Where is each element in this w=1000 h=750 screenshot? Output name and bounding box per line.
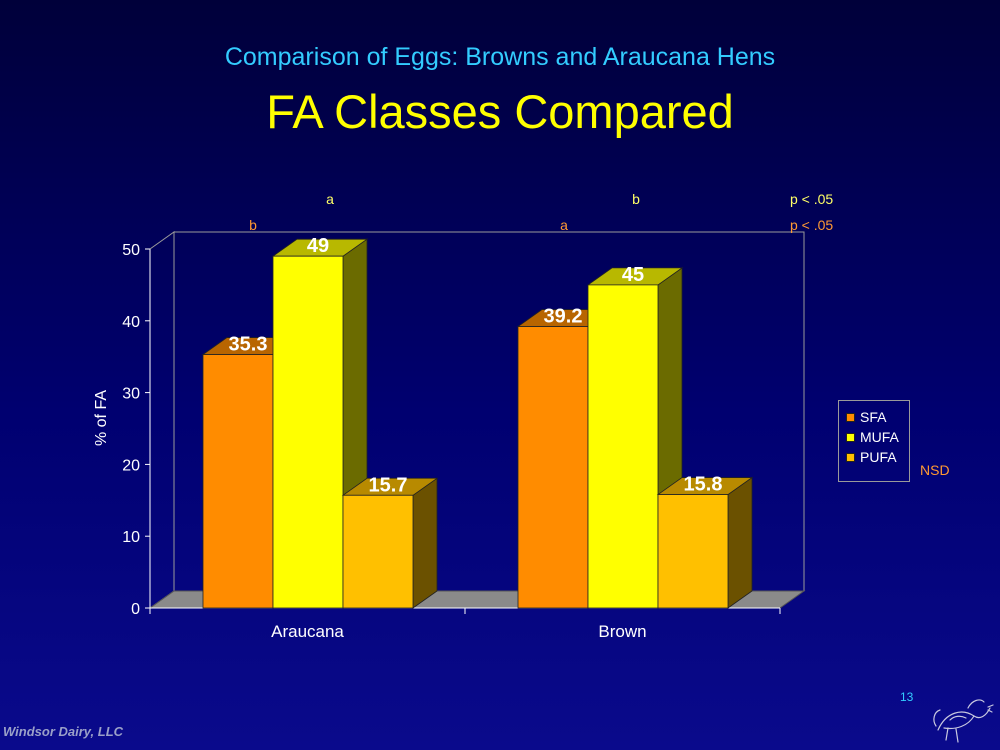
bar-mufa-araucana (272, 255, 344, 609)
legend-item-sfa: SFA (846, 407, 909, 427)
legend-swatch-mufa (846, 432, 855, 442)
bar-side-pufa-araucana (412, 477, 438, 609)
sfa-sig-araucana: b (249, 217, 257, 233)
y-tick-label: 10 (122, 529, 140, 546)
legend-label-mufa: MUFA (860, 429, 899, 445)
sfa-p-value: p < .05 (790, 217, 833, 233)
mufa-sig-brown: b (632, 191, 640, 207)
data-label-pufa-brown: 15.8 (684, 474, 723, 496)
data-label-mufa-brown: 45 (622, 264, 644, 286)
mufa-p-value: p < .05 (790, 191, 833, 207)
legend-item-mufa: MUFA (846, 427, 909, 447)
bar-pufa-araucana (342, 494, 414, 609)
data-label-pufa-araucana: 15.7 (369, 474, 408, 496)
legend-label-sfa: SFA (860, 409, 887, 425)
bar-pufa-brown (657, 494, 729, 609)
y-tick-label: 40 (122, 314, 140, 331)
y-tick-label: 50 (122, 242, 140, 259)
slide-number: 13 (900, 690, 914, 704)
legend-swatch-pufa (846, 452, 855, 462)
mufa-sig-araucana: a (326, 191, 334, 207)
hen-sketch-logo-icon (933, 699, 994, 743)
data-label-sfa-brown: 39.2 (544, 306, 583, 328)
category-label-araucana: Araucana (271, 622, 344, 641)
y-axis-title: % of FA (93, 390, 110, 446)
data-label-sfa-araucana: 35.3 (229, 334, 268, 356)
y-tick-label: 20 (122, 457, 140, 474)
bar-mufa-brown (587, 284, 659, 609)
pufa-nsd-note: NSD (920, 462, 950, 478)
side-wall (149, 231, 175, 609)
bar-sfa-brown (517, 326, 589, 609)
sfa-sig-brown: a (560, 217, 568, 233)
chart-legend: SFA MUFA PUFA (838, 400, 910, 482)
bar-side-pufa-brown (727, 476, 753, 609)
company-footer: Windsor Dairy, LLC (3, 724, 124, 739)
legend-label-pufa: PUFA (860, 449, 897, 465)
data-label-mufa-araucana: 49 (307, 235, 329, 257)
y-tick-label: 30 (122, 386, 140, 403)
legend-item-pufa: PUFA (846, 447, 909, 467)
slide-title: FA Classes Compared (266, 85, 734, 138)
legend-swatch-sfa (846, 412, 855, 422)
y-tick-label: 0 (131, 601, 140, 618)
slide-subtitle: Comparison of Eggs: Browns and Araucana … (224, 43, 776, 71)
category-label-brown: Brown (598, 622, 646, 641)
bar-sfa-araucana (202, 354, 274, 609)
